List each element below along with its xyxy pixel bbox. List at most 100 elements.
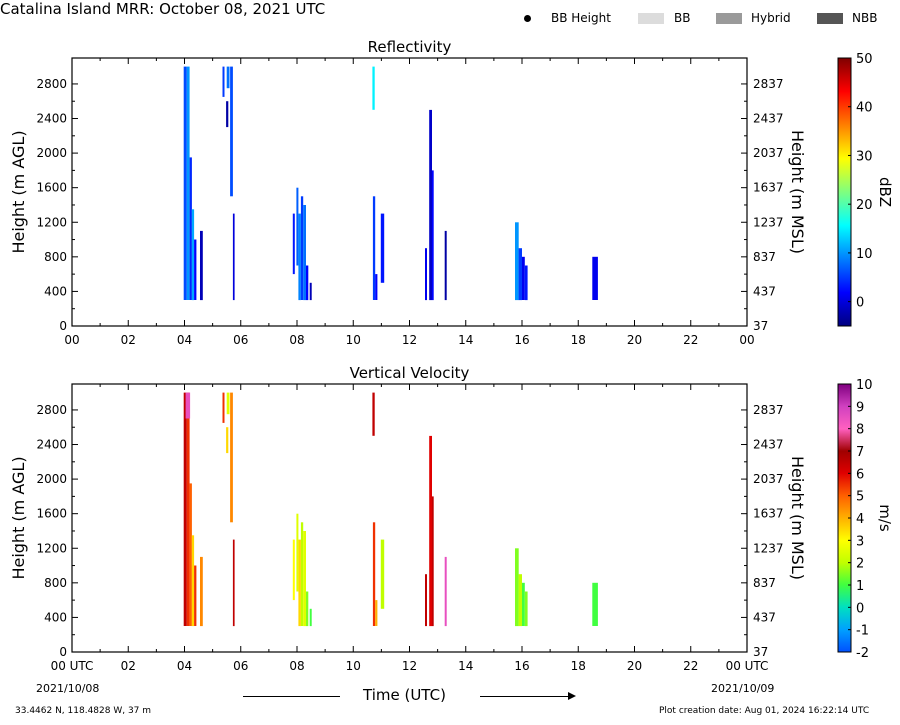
echo-column xyxy=(306,591,309,627)
echo-column xyxy=(186,66,190,300)
echo-column xyxy=(592,256,598,300)
x-tick-label: 14 xyxy=(458,333,473,347)
start-date-label: 2021/10/08 xyxy=(36,682,100,695)
echo-column xyxy=(189,483,192,626)
y2-tick-label: 1637 xyxy=(753,181,784,195)
echo-column xyxy=(432,496,434,627)
x-tick-label: 16 xyxy=(514,659,529,673)
echo-column xyxy=(292,539,295,601)
end-date-label: 2021/10/09 xyxy=(711,682,775,695)
x-tick-label: 20 xyxy=(627,659,642,673)
legend-swatch-hybrid xyxy=(716,13,742,24)
y-axis-label: Height (m AGL) xyxy=(9,456,28,579)
echo-column xyxy=(296,187,299,266)
echo-column xyxy=(518,248,522,301)
y2-tick-label: 2437 xyxy=(753,112,784,126)
colorbar-label: m/s xyxy=(876,504,894,532)
y2-tick-label: 2437 xyxy=(753,438,784,452)
echo-column xyxy=(298,213,301,301)
y-tick-label: 2000 xyxy=(36,472,67,486)
y2-tick-label: 837 xyxy=(753,250,776,264)
bb-height-marker-icon xyxy=(524,15,531,22)
y-tick-label: 2400 xyxy=(36,112,67,126)
y-tick-label: 1600 xyxy=(36,181,67,195)
echo-column xyxy=(300,522,304,626)
y-tick-label: 0 xyxy=(59,319,67,333)
y-tick-label: 0 xyxy=(59,645,67,659)
legend-swatch-nbb xyxy=(817,13,843,24)
y2-tick-label: 1237 xyxy=(753,215,784,229)
y2-axis-label: Height (m MSL) xyxy=(788,456,807,580)
echo-column xyxy=(522,256,525,300)
echo-column xyxy=(222,66,225,97)
x-tick-label: 14 xyxy=(458,659,473,673)
colorbar-tick-label: -2 xyxy=(856,646,869,661)
echo-column xyxy=(375,600,378,626)
echo-column xyxy=(226,392,230,415)
echo-column xyxy=(296,513,299,592)
colorbar-tick-label: 10 xyxy=(856,247,873,262)
echo-column xyxy=(375,274,378,300)
y-tick-label: 2800 xyxy=(36,403,67,417)
echo-column xyxy=(303,531,306,627)
x-tick-label: 22 xyxy=(683,333,698,347)
echo-column xyxy=(183,66,187,300)
echo-column xyxy=(183,392,187,626)
echo-column xyxy=(425,248,427,301)
echo-column xyxy=(200,230,203,301)
colorbar-tick-label: 10 xyxy=(856,378,873,393)
x-tick-label: 08 xyxy=(289,659,304,673)
echo-column xyxy=(189,157,192,300)
colorbar-tick-label: 0 xyxy=(856,296,864,311)
echo-column xyxy=(380,539,385,609)
x-tick-label: 10 xyxy=(346,659,361,673)
echo-column xyxy=(306,265,309,301)
panel-title: Reflectivity xyxy=(368,38,452,56)
x-tick-label: 04 xyxy=(177,333,192,347)
x-tick-label: 06 xyxy=(233,333,248,347)
y-tick-label: 800 xyxy=(44,576,67,590)
echo-column xyxy=(515,222,519,301)
y-tick-label: 400 xyxy=(44,610,67,624)
figure-title: Catalina Island MRR: October 08, 2021 UT… xyxy=(0,0,326,18)
echo-column xyxy=(200,556,203,627)
x-tick-label: 12 xyxy=(402,659,417,673)
x-tick-label: 00 UTC xyxy=(726,659,769,673)
x-tick-label: 10 xyxy=(346,333,361,347)
x-tick-label: 00 UTC xyxy=(51,659,94,673)
colorbar-tick-label: 4 xyxy=(856,512,864,527)
time-arrow-right-line xyxy=(480,696,570,697)
time-arrow-left-line xyxy=(243,696,340,697)
y2-tick-label: 837 xyxy=(753,576,776,590)
echo-column xyxy=(518,574,522,627)
colorbar-tick-label: 1 xyxy=(856,579,864,594)
echo-column xyxy=(226,427,229,454)
echo-column xyxy=(592,582,598,626)
y2-tick-label: 437 xyxy=(753,284,776,298)
echo-column xyxy=(226,101,229,128)
colorbar-tick-label: 7 xyxy=(856,445,864,460)
echo-column xyxy=(230,66,233,197)
y-tick-label: 400 xyxy=(44,284,67,298)
legend-label-bb-height: BB Height xyxy=(551,11,611,25)
echo-column xyxy=(380,213,385,283)
plot-frame xyxy=(71,383,748,653)
x-tick-label: 02 xyxy=(121,659,136,673)
echo-column xyxy=(309,608,312,627)
echo-column xyxy=(515,548,519,627)
y2-tick-label: 2037 xyxy=(753,472,784,486)
y-tick-label: 2000 xyxy=(36,146,67,160)
y2-axis-label: Height (m MSL) xyxy=(788,130,807,254)
y2-tick-label: 2837 xyxy=(753,403,784,417)
colorbar-tick-label: 20 xyxy=(856,198,873,213)
x-tick-label: 02 xyxy=(121,333,136,347)
echo-column xyxy=(432,170,434,301)
x-tick-label: 12 xyxy=(402,333,417,347)
time-arrow-head-icon xyxy=(568,692,576,700)
echo-column xyxy=(429,109,432,301)
echo-column xyxy=(232,213,235,301)
echo-column xyxy=(191,209,195,301)
echo-column xyxy=(372,392,375,436)
